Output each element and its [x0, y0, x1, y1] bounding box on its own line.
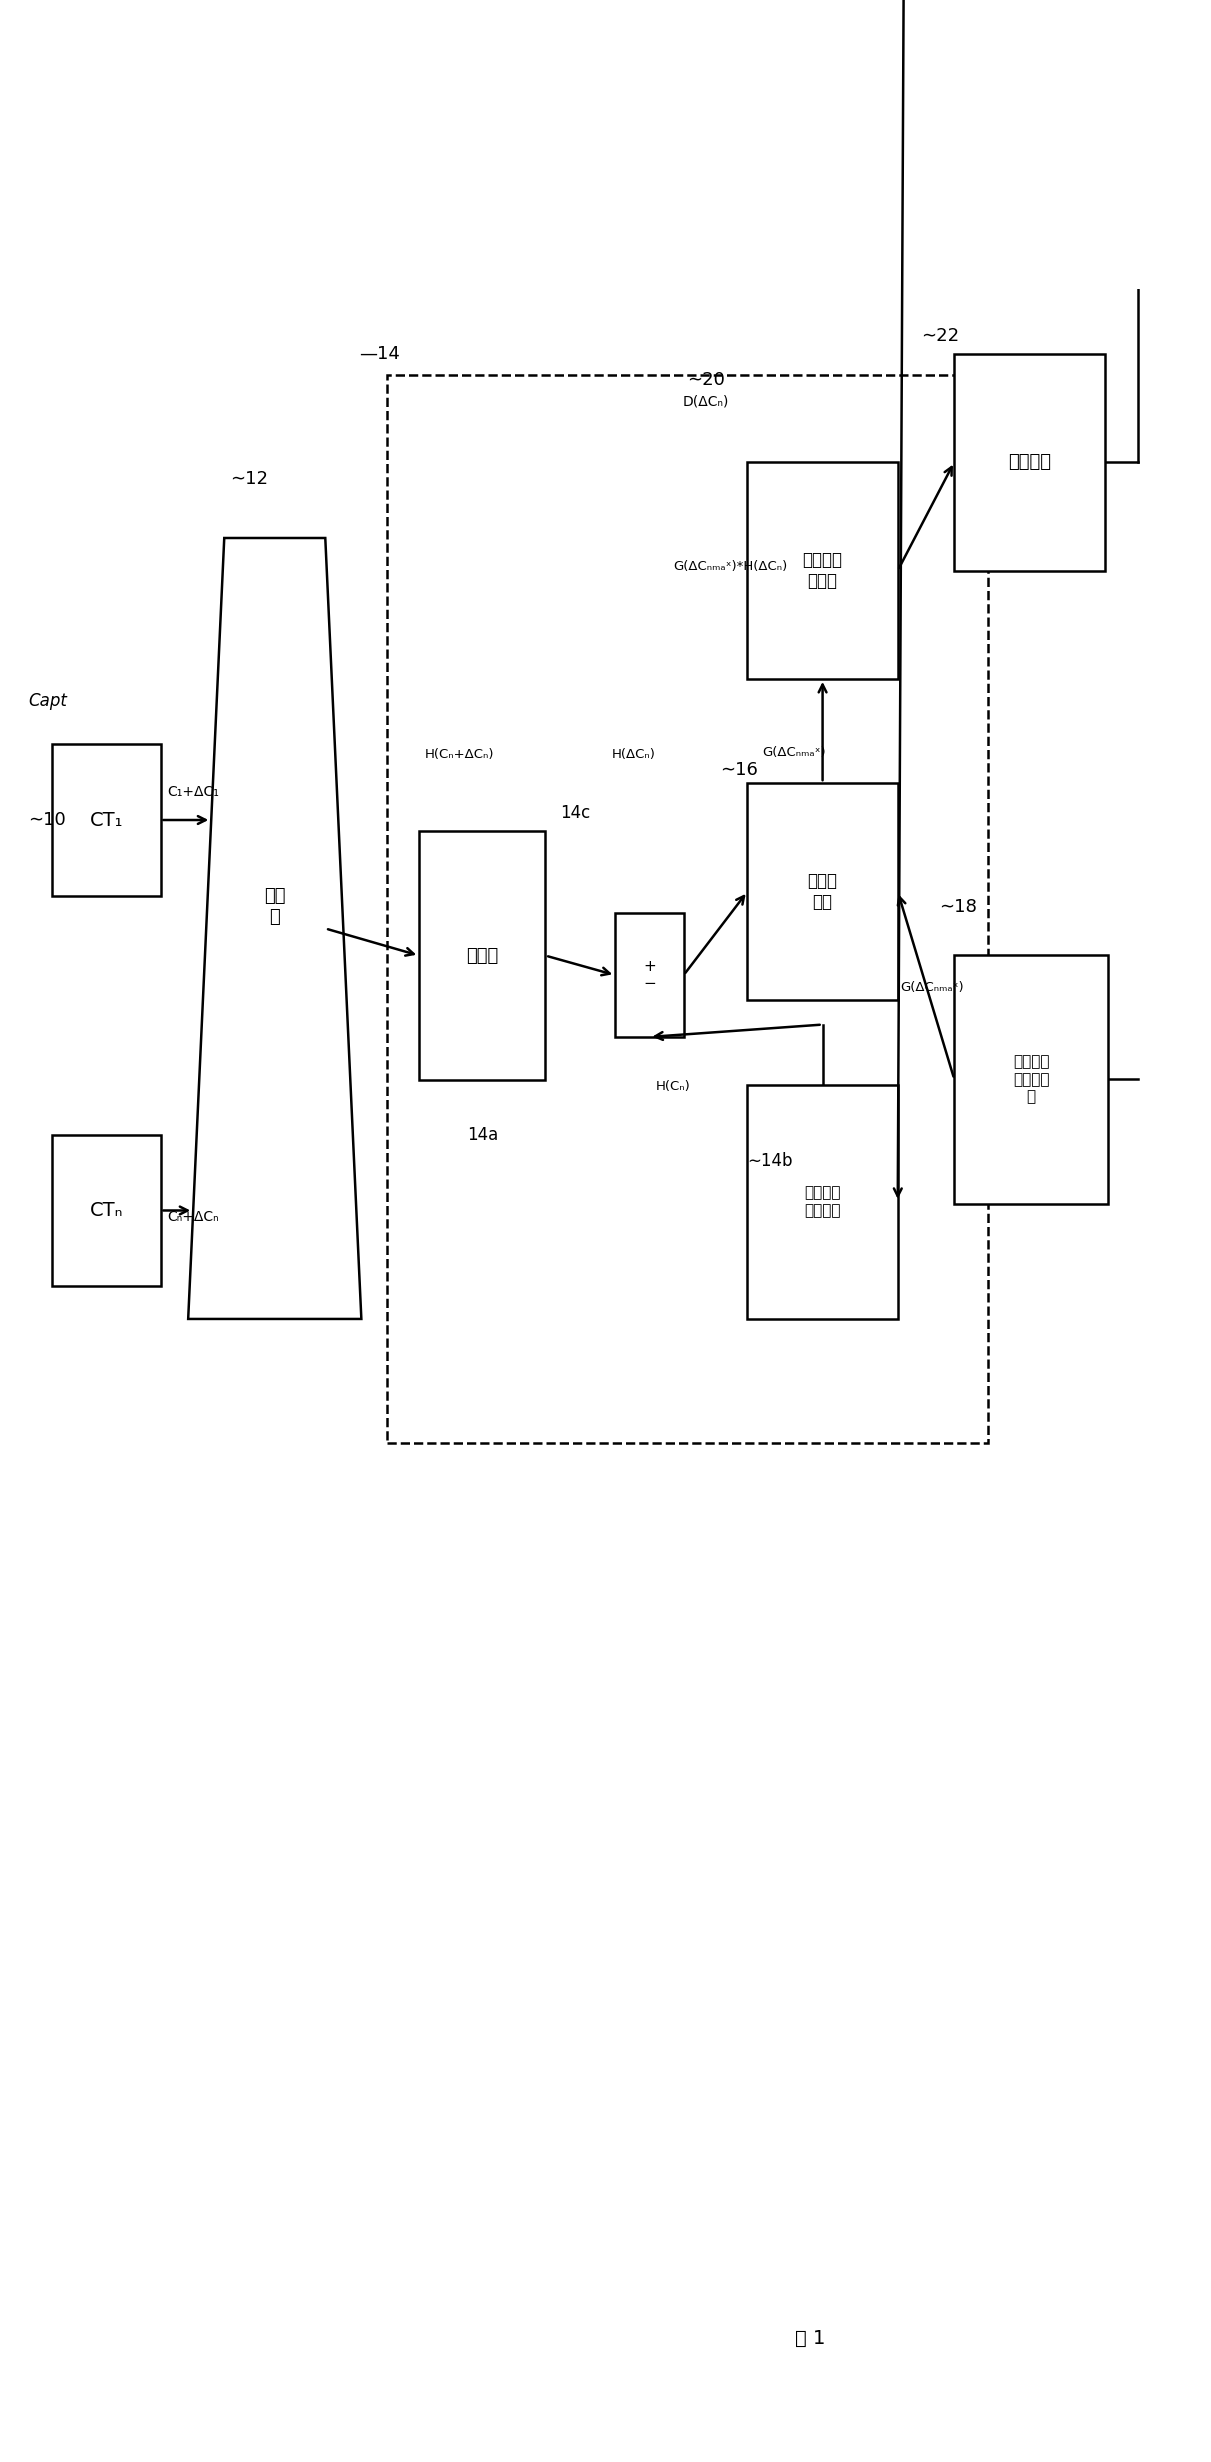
- Text: H(Cₙ+ΔCₙ): H(Cₙ+ΔCₙ): [425, 748, 494, 761]
- Text: ∼10: ∼10: [28, 810, 65, 830]
- Text: 多工
器: 多工 器: [264, 886, 286, 926]
- Text: CTₙ: CTₙ: [90, 1201, 124, 1221]
- Text: ∼16: ∼16: [719, 761, 758, 778]
- Text: ∼14b: ∼14b: [747, 1152, 793, 1169]
- Text: ∼20: ∼20: [688, 372, 725, 389]
- FancyBboxPatch shape: [747, 463, 897, 680]
- Text: D(ΔCₙ): D(ΔCₙ): [683, 394, 729, 409]
- Text: 图 1: 图 1: [794, 2329, 825, 2349]
- FancyBboxPatch shape: [52, 744, 161, 896]
- Text: 微处理器: 微处理器: [1008, 453, 1051, 470]
- FancyBboxPatch shape: [747, 783, 897, 1000]
- FancyBboxPatch shape: [954, 355, 1104, 571]
- FancyBboxPatch shape: [615, 913, 684, 1037]
- Text: ∼12: ∼12: [230, 470, 269, 487]
- FancyBboxPatch shape: [52, 1135, 161, 1288]
- Text: 14c: 14c: [559, 805, 590, 822]
- Text: G(ΔCₙₘₐˣ): G(ΔCₙₘₐˣ): [900, 980, 964, 995]
- Text: CT₁: CT₁: [90, 810, 124, 830]
- Text: +
−: + −: [643, 958, 656, 992]
- Text: 传感器: 传感器: [466, 945, 499, 965]
- Text: 负电容回
馈补偿器: 负电容回 馈补偿器: [804, 1187, 840, 1219]
- Text: ∼18: ∼18: [939, 899, 976, 916]
- Text: 14a: 14a: [467, 1125, 499, 1142]
- Text: 模拟数字
转换器: 模拟数字 转换器: [803, 551, 843, 591]
- Text: Cₙ+ΔCₙ: Cₙ+ΔCₙ: [168, 1209, 219, 1224]
- Text: G(ΔCₙₘₐˣ): G(ΔCₙₘₐˣ): [762, 746, 826, 758]
- Text: 最大负载
增益调整
器: 最大负载 增益调整 器: [1012, 1054, 1050, 1103]
- Text: G(ΔCₙₘₐˣ)*H(ΔCₙ): G(ΔCₙₘₐˣ)*H(ΔCₙ): [673, 559, 787, 574]
- Text: Capt: Capt: [28, 692, 67, 709]
- Text: —14: —14: [358, 345, 400, 362]
- Text: H(Cₙ): H(Cₙ): [656, 1081, 690, 1093]
- FancyBboxPatch shape: [747, 1086, 897, 1320]
- Polygon shape: [188, 539, 361, 1320]
- Text: C₁+ΔC₁: C₁+ΔC₁: [168, 785, 219, 798]
- FancyBboxPatch shape: [419, 830, 545, 1081]
- Text: ∼22: ∼22: [920, 327, 959, 345]
- Text: 信号放
大器: 信号放 大器: [808, 872, 838, 911]
- FancyBboxPatch shape: [954, 955, 1108, 1204]
- Text: H(ΔCₙ): H(ΔCₙ): [612, 748, 655, 761]
